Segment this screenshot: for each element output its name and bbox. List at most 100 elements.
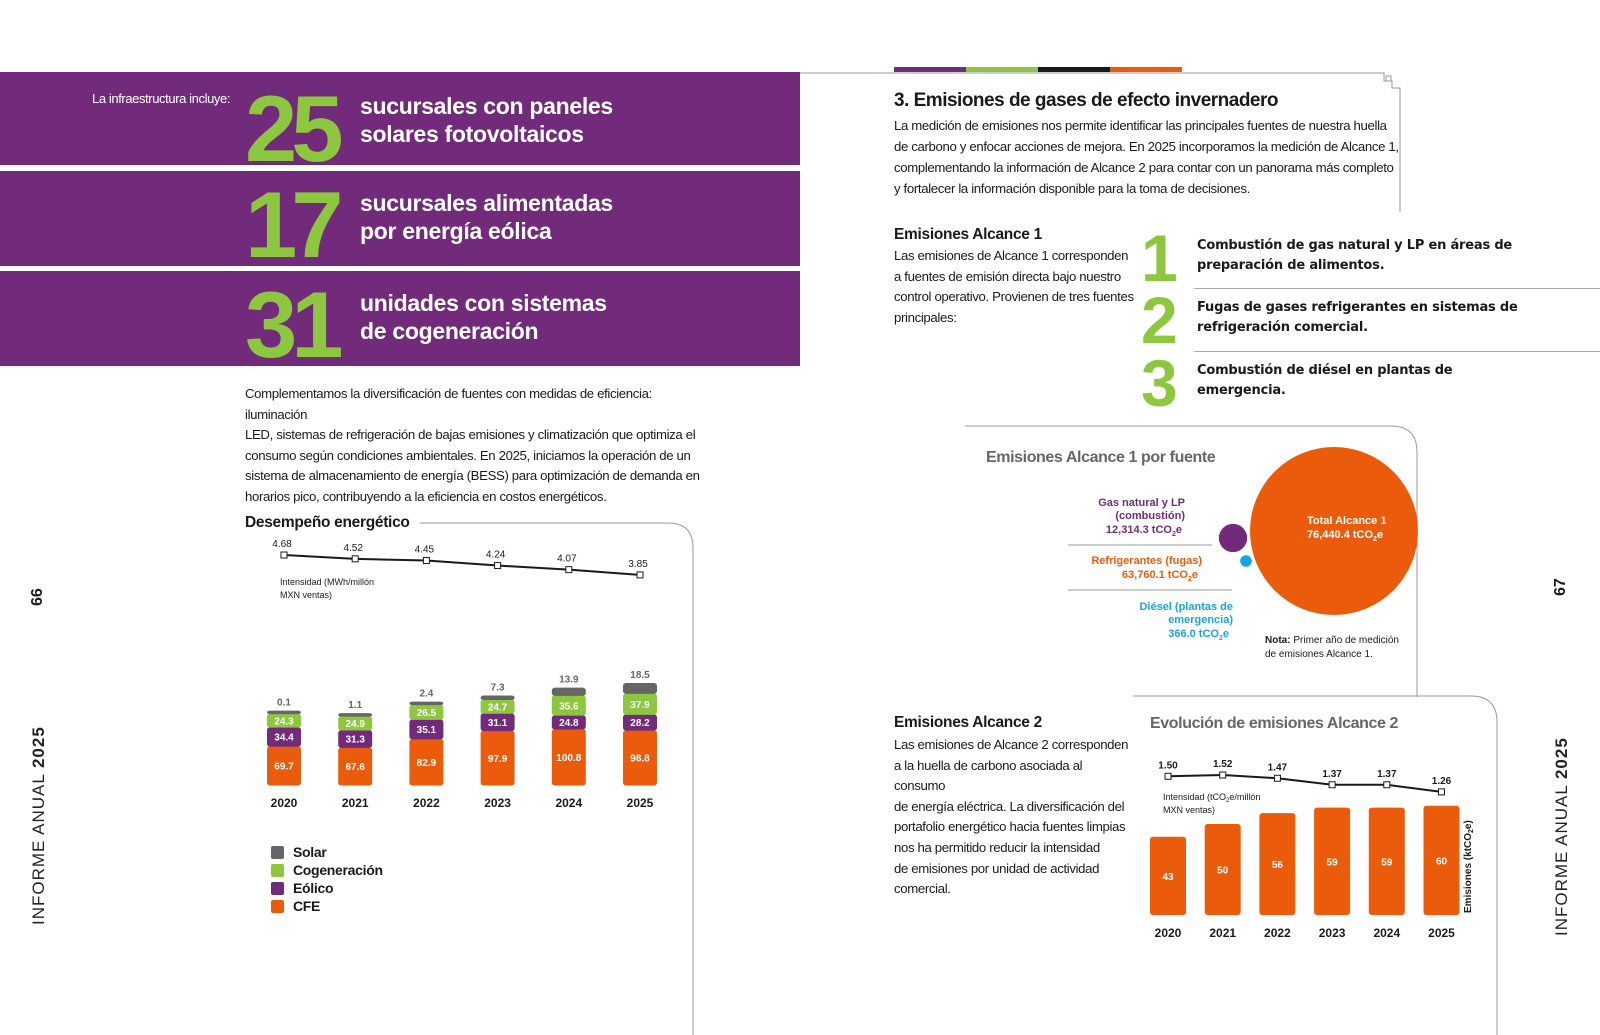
energy-bar-eólico [267, 727, 301, 747]
energy-bar-cfe [623, 730, 657, 786]
scope2-intensity-point [1383, 781, 1391, 789]
section-line: de carbono y enfocar acciones de mejora.… [894, 139, 1399, 154]
bubble-diesel [1240, 555, 1252, 567]
energy-bar-cfe [480, 730, 515, 786]
efficiency-paragraph: Complementamos la diversificación de fue… [245, 384, 715, 508]
scope2-bar [1259, 813, 1296, 915]
energy-bar-eólico [409, 719, 444, 740]
energy-bar-solar [480, 695, 515, 701]
energy-bar-cfe [551, 728, 586, 786]
energy-bar-label: 35.6 [559, 701, 579, 712]
energy-chart-frame [420, 522, 694, 1035]
source-1-line2: preparación de alimentos. [1197, 258, 1385, 273]
energy-bar-eólico [623, 714, 657, 731]
source-3-line2: emergencia. [1197, 383, 1286, 398]
source-3-line1: Combustión de diésel en plantas de [1197, 363, 1453, 378]
highlight-number-2: 17 [245, 172, 344, 277]
scope1-line: a fuentes de emisión directa bajo nuestr… [894, 268, 1121, 284]
section-line: y fortalecer la información disponible p… [894, 181, 1250, 196]
scope1-line: principales: [894, 309, 957, 325]
scope2-line: de energía eléctrica. La diversificación… [894, 798, 1125, 814]
scope2-intensity-point [1273, 774, 1281, 782]
energy-bar-label: 31.1 [488, 718, 508, 729]
energy-bar-label: 100.8 [556, 753, 581, 764]
energy-bar-label: 97.9 [488, 754, 508, 765]
energy-bar-label: 67.6 [345, 762, 365, 773]
intensity-label: 4.68 [272, 540, 292, 550]
intensity-label: 4.45 [415, 545, 435, 556]
source-divider [1194, 351, 1600, 352]
energy-bar-label: 24.8 [559, 718, 579, 729]
intensity-label: 4.24 [486, 550, 506, 561]
energy-bar-eólico [338, 730, 373, 748]
scope2-paragraph: Las emisiones de Alcance 2 corresponden … [894, 735, 1134, 900]
scope2-y-axis-label: Emisiones (ktCO2e) [1463, 820, 1475, 913]
scope1-chart-frame [965, 425, 1418, 697]
intensity-point [351, 555, 359, 563]
scope2-chart-frame [1133, 695, 1498, 1035]
side-label-prefix: INFORME ANUAL [29, 773, 48, 925]
energy-bar-label: 82.9 [417, 758, 437, 769]
scope2-x-tick: 2025 [1428, 926, 1455, 940]
highlight-number-3: 31 [245, 272, 344, 377]
scope2-bar [1423, 805, 1460, 915]
intensity-label: 3.85 [628, 559, 648, 570]
highlight-3-line1: unidades con sistemas [360, 290, 607, 316]
bubble-gas-natural [1218, 523, 1248, 553]
energy-bar-label: 35.1 [417, 725, 437, 736]
paragraph-line: Complementamos la diversificación de fue… [245, 386, 652, 422]
intensity-label: 4.52 [343, 543, 363, 554]
legend-swatch-cogeneracion [271, 863, 284, 877]
energy-x-tick: 2021 [342, 796, 369, 810]
energy-solar-label: 1.1 [348, 700, 362, 711]
intensity-line [283, 554, 641, 576]
scope2-intensity-axis-label-2: MXN ventas) [1163, 805, 1215, 815]
energy-bar-solar [409, 701, 444, 706]
bubble-total-label: Total Alcance 1 [1307, 515, 1386, 527]
gas-label-line1: Gas natural y LP [1098, 497, 1185, 509]
scope2-bar-label: 59 [1327, 857, 1339, 868]
paragraph-line: sistema de almacenamiento de energía (BE… [245, 468, 700, 484]
legend-swatch-eolico [271, 881, 284, 895]
energy-bar-cogeneración [267, 713, 301, 728]
legend-solar: Solar [271, 844, 327, 860]
scope1-title: Emisiones Alcance 1 [894, 226, 1042, 243]
scope2-intensity-point [1219, 771, 1227, 779]
scope2-line: a la huella de carbono asociada al consu… [894, 757, 1083, 794]
infra-intro: La infraestructura incluye: [92, 91, 231, 106]
legend-eolico: Eólico [271, 880, 334, 896]
energy-bar-cfe [267, 746, 301, 786]
scope2-line: comercial. [894, 881, 951, 897]
refrigerantes-value: 63,760.1 tCO2e [1122, 569, 1198, 583]
bubble-note-line1: Nota: Primer año de medición [1265, 635, 1399, 646]
energy-bar-label: 24.7 [488, 702, 508, 713]
bubble-total-value: 76,440.4 tCO2e [1307, 529, 1383, 543]
scope2-intensity-point [1164, 772, 1172, 780]
scope2-intensity-label: 1.26 [1432, 776, 1452, 787]
scope1-source-number-3: 3 [1141, 346, 1178, 420]
energy-bar-label: 24.9 [345, 719, 365, 730]
highlight-2-line1: sucursales alimentadas [360, 190, 613, 216]
scope1-source-text-3: Combustión de diésel en plantas de emerg… [1197, 361, 1453, 401]
intensity-point [636, 571, 644, 579]
energy-bar-label: 98.8 [630, 754, 650, 765]
scope2-x-tick: 2020 [1155, 926, 1182, 940]
highlight-text-3: unidades con sistemas de cogeneración [360, 289, 607, 345]
energy-x-tick: 2024 [555, 796, 582, 810]
tab-color-bar [894, 67, 1182, 72]
gas-value: 12,314.3 tCO2e [1106, 524, 1182, 538]
energy-bar-label: 31.3 [345, 735, 365, 746]
scope2-x-tick: 2024 [1373, 926, 1400, 940]
paragraph-line: horarios pico, contribuyendo a la eficie… [245, 488, 607, 504]
intensity-axis-label-2: MXN ventas) [280, 590, 332, 600]
section-frame [800, 72, 1401, 212]
highlight-band-3 [0, 271, 800, 366]
bubble-total [1250, 447, 1418, 615]
side-label-prefix: INFORME ANUAL [1552, 784, 1571, 936]
energy-bar-solar [338, 713, 373, 717]
energy-chart: 69.7 34.4 24.3 0.1 2020 67.6 31.3 24.9 1.1 2021 82… [267, 540, 657, 810]
highlight-text-2: sucursales alimentadas por energía eólic… [360, 189, 613, 245]
scope2-intensity-axis-label-1: Intensidad (tCO2e/millón [1163, 792, 1260, 804]
scope2-line: Las emisiones de Alcance 2 corresponden [894, 737, 1129, 752]
highlight-number-1: 25 [245, 76, 344, 181]
